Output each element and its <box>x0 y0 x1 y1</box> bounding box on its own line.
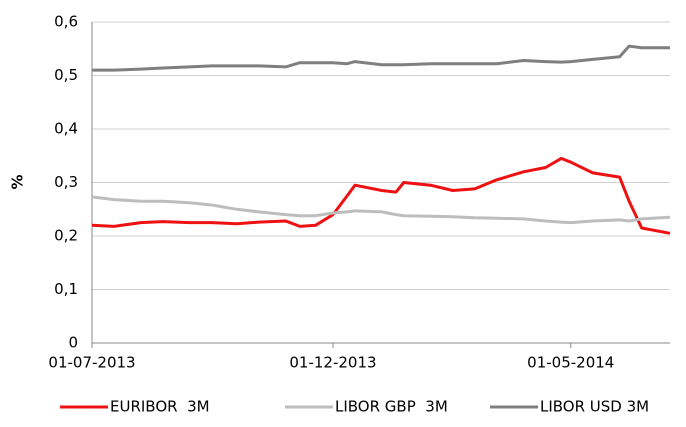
x-tick-label: 01-12-2013 <box>289 354 376 372</box>
legend-label: LIBOR USD 3M <box>540 398 649 416</box>
y-tick-label: 0,6 <box>54 13 78 31</box>
y-tick-label: 0,4 <box>54 120 78 138</box>
line-series <box>91 195 671 225</box>
y-tick-label: 0,3 <box>54 173 78 191</box>
y-tick-label: 0,1 <box>54 280 78 298</box>
y-axis-label: % <box>9 174 27 189</box>
x-tick-label: 01-05-2014 <box>527 354 614 372</box>
line-series <box>91 156 671 235</box>
legend-label: LIBOR GBP 3M <box>335 398 448 416</box>
line-series <box>92 44 670 72</box>
legend-label: EURIBOR 3M <box>110 398 210 416</box>
y-tick-label: 0,5 <box>54 66 78 84</box>
y-tick-label: 0,2 <box>54 227 78 245</box>
x-tick-label: 01-07-2013 <box>48 354 135 372</box>
y-tick-label: 0 <box>68 334 78 352</box>
